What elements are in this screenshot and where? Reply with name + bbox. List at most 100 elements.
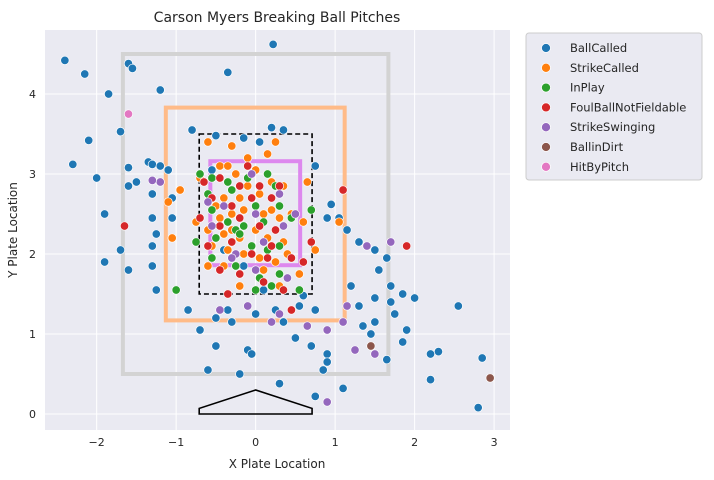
point-ballcalled [223,305,233,315]
point-ballcalled [358,321,368,331]
point-ballcalled [239,133,249,143]
point-inplay [223,217,233,227]
point-inplay [207,173,217,183]
point-strikeswinging [251,265,261,275]
point-strikecalled [294,269,304,279]
point-ballcalled [342,225,352,235]
point-ballcalled [398,289,408,299]
legend-label: InPlay [570,81,605,95]
point-foulballnotfieldable [298,257,308,267]
legend-label: StrikeCalled [570,61,639,75]
point-inplay [231,261,241,271]
point-ballcalled [390,309,400,319]
point-ballcalled [322,349,332,359]
point-strikeswinging [266,317,277,327]
point-inplay [274,241,285,251]
point-strikecalled [270,257,281,267]
home-plate [198,389,313,415]
point-inplay [274,269,285,279]
legend-label: BallinDirt [570,140,624,154]
point-foulballnotfieldable [266,241,277,251]
point-ballcalled [211,341,221,351]
point-ballcalled [294,301,304,311]
legend-label: FoulBallNotFieldable [570,100,686,114]
point-ballcalled [80,69,90,79]
point-foulballnotfieldable [263,253,273,263]
point-ballcalled [370,293,380,303]
point-foulballnotfieldable [338,185,348,195]
point-strikeswinging [147,175,157,185]
point-inplay [274,201,285,211]
legend-marker [541,142,551,152]
legend: BallCalled StrikeCalled InPlay FoulBallNotF… [525,32,703,181]
point-strikecalled [223,161,233,171]
point-strikeswinging [227,253,237,263]
point-strikeswinging [370,349,380,359]
point-ballcalled [402,325,412,335]
point-foulballnotfieldable [223,289,233,299]
point-strikecalled [167,233,177,243]
point-strikecalled [175,185,185,195]
point-inplay [235,229,245,239]
point-ballcalled [147,213,157,223]
point-ballcalled [183,305,193,315]
point-strikeswinging [282,273,292,283]
point-strikecalled [235,281,245,291]
point-ballcalled [211,131,221,141]
point-strikecalled [223,245,233,255]
point-ballcalled [163,165,173,175]
point-ballcalled [203,365,213,375]
y-tick-labels: 0 1 2 3 4 [29,88,36,421]
point-foulballnotfieldable [255,181,265,191]
point-ballcalled [310,305,320,315]
point-ballindirt [366,341,376,351]
point-foulballnotfieldable [195,213,205,223]
point-ballcalled [322,357,332,367]
point-strikecalled [227,209,237,219]
y-axis-label: Y Plate Location [6,182,20,279]
point-ballcalled [370,245,380,255]
point-ballcalled [115,245,126,255]
x-axis-label: X Plate Location [229,457,326,471]
point-ballcalled [235,369,245,379]
point-ballindirt [485,373,495,383]
point-ballcalled [104,89,114,99]
point-ballcalled [425,349,436,359]
point-inplay [306,205,316,215]
point-strikeswinging [155,177,165,187]
point-strikecalled [270,137,281,147]
point-ballcalled [310,391,320,401]
point-ballcalled [370,317,380,327]
point-inplay [191,237,201,247]
point-ballcalled [274,379,285,389]
point-strikecalled [302,177,312,187]
point-foulballnotfieldable [286,253,296,263]
point-ballcalled [115,127,126,137]
point-ballcalled [84,135,94,145]
point-strikecalled [243,153,253,163]
point-ballcalled [433,347,444,357]
point-strikecalled [231,169,241,179]
point-ballcalled [123,163,134,173]
point-strikeswinging [290,209,300,219]
point-ballcalled [211,313,221,323]
legend-label: StrikeSwinging [570,120,655,134]
point-strikeswinging [278,221,289,231]
point-ballcalled [366,329,376,339]
point-ballcalled [239,261,249,271]
point-ballcalled [147,261,157,271]
legend-marker [541,82,551,93]
point-ballcalled [306,341,316,351]
point-strikecalled [259,265,269,275]
point-ballcalled [268,39,278,49]
y-tick-label: 2 [29,248,36,261]
point-inplay [266,281,277,291]
point-inplay [227,185,237,195]
point-ballcalled [354,237,364,247]
point-strikeswinging [302,321,312,331]
point-strikecalled [215,213,225,223]
point-ballcalled [473,403,483,413]
point-ballcalled [247,349,257,359]
point-foulballnotfieldable [203,241,213,251]
legend-frame [525,32,703,181]
